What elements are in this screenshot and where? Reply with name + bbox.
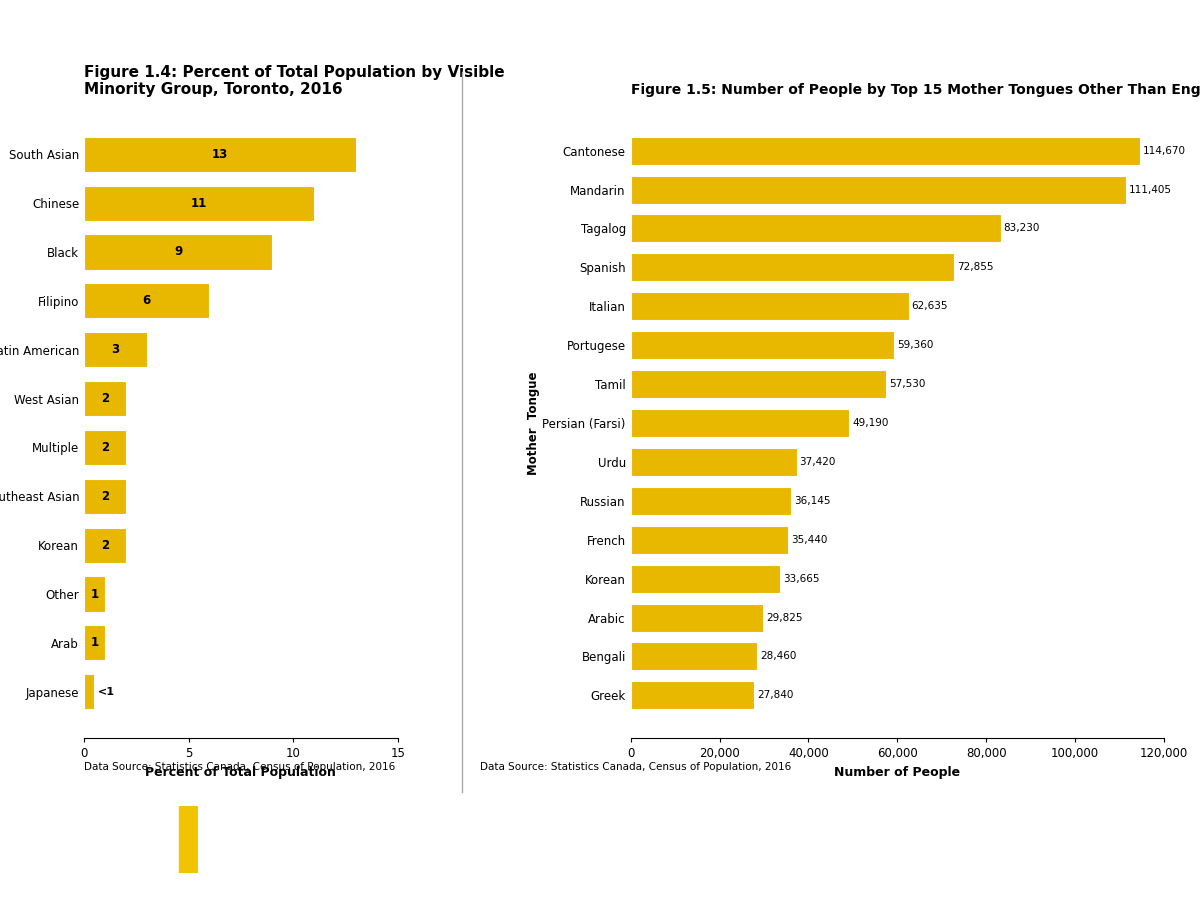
Bar [631, 448, 797, 476]
Text: 2: 2 [101, 441, 109, 454]
Text: Data Source: Statistics Canada, Census of Population, 2016: Data Source: Statistics Canada, Census o… [480, 761, 791, 771]
Bar [631, 604, 763, 632]
Bar [84, 576, 104, 612]
Text: 33,665: 33,665 [782, 573, 820, 583]
Text: 83,230: 83,230 [1003, 223, 1039, 233]
Bar [631, 487, 791, 515]
Bar [631, 214, 1001, 242]
Text: 36,145: 36,145 [794, 496, 830, 506]
Bar [84, 626, 104, 661]
Text: Figure 1.5: Number of People by Top 15 Mother Tongues Other Than English, Toront: Figure 1.5: Number of People by Top 15 M… [631, 83, 1200, 97]
Bar [631, 564, 780, 592]
Bar [631, 526, 788, 554]
Bar [84, 430, 126, 465]
Text: 72,855: 72,855 [958, 263, 994, 273]
Bar [84, 185, 314, 220]
Text: 13: 13 [212, 148, 228, 161]
Bar [84, 479, 126, 514]
Text: 28,460: 28,460 [760, 652, 796, 662]
Text: 2: 2 [101, 539, 109, 552]
Bar [84, 674, 95, 709]
Text: 11: 11 [191, 196, 208, 210]
Bar [84, 527, 126, 562]
Bar [631, 331, 894, 359]
Text: 111,405: 111,405 [1128, 184, 1171, 194]
Bar [631, 370, 887, 398]
Text: 114,670: 114,670 [1142, 146, 1186, 156]
Text: 29,825: 29,825 [766, 613, 803, 623]
Bar [84, 137, 356, 172]
X-axis label: Number of People: Number of People [834, 766, 960, 778]
Y-axis label: Mother  Tongue: Mother Tongue [527, 371, 540, 474]
Text: 62,635: 62,635 [912, 302, 948, 311]
Bar [179, 806, 198, 873]
Bar [631, 643, 757, 670]
Bar [631, 681, 755, 709]
Text: 2: 2 [101, 490, 109, 503]
Bar [631, 176, 1126, 203]
Text: University: University [89, 854, 149, 864]
Bar [631, 292, 910, 320]
Text: 1: 1 [90, 588, 98, 600]
Text: Data Source: Statistics Canada, Census of Population, 2016: Data Source: Statistics Canada, Census o… [84, 761, 395, 771]
Text: Metropolitan: Metropolitan [89, 835, 164, 845]
Text: 59,360: 59,360 [898, 340, 934, 350]
Text: 3: 3 [112, 343, 120, 356]
Text: Toronto: Toronto [89, 815, 133, 825]
Bar [84, 234, 272, 270]
Text: 2: 2 [101, 392, 109, 405]
Text: 27,840: 27,840 [757, 690, 793, 700]
Bar [84, 332, 146, 367]
Text: 37,420: 37,420 [799, 457, 836, 467]
Text: <1: <1 [97, 687, 114, 697]
Bar [631, 137, 1140, 165]
Text: 9: 9 [174, 246, 182, 258]
Bar [631, 409, 850, 437]
Text: 49,190: 49,190 [852, 418, 888, 428]
Text: 6: 6 [143, 294, 151, 307]
Text: Figure 1.4: Percent of Total Population by Visible
Minority Group, Toronto, 2016: Figure 1.4: Percent of Total Population … [84, 65, 505, 97]
Bar [84, 284, 210, 319]
Text: 1: 1 [90, 636, 98, 650]
Bar [84, 381, 126, 416]
Bar [631, 254, 954, 282]
X-axis label: Percent of Total Population: Percent of Total Population [145, 766, 336, 778]
Text: 57,530: 57,530 [889, 379, 925, 389]
Text: 35,440: 35,440 [791, 535, 827, 544]
